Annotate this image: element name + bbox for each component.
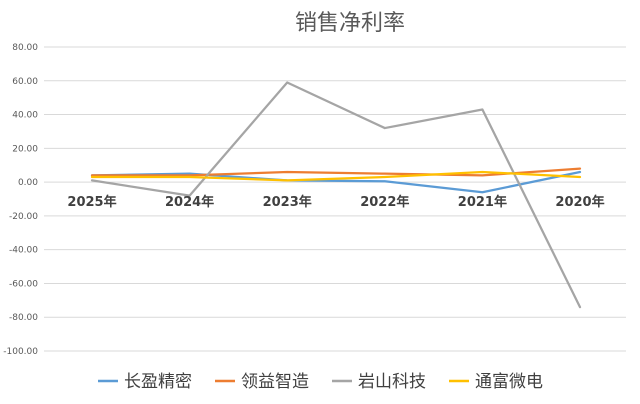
x-tick-label: 2021年 xyxy=(458,194,507,210)
legend-label: 长盈精密 xyxy=(124,372,192,392)
legend-label: 领益智造 xyxy=(241,372,309,392)
legend-item: 领益智造 xyxy=(215,372,309,392)
y-tick-label: -100.00 xyxy=(3,347,38,357)
y-tick-label: 40.00 xyxy=(12,111,38,121)
x-tick-label: 2020年 xyxy=(555,194,604,210)
y-tick-label: -20.00 xyxy=(9,212,38,222)
y-tick-label: -60.00 xyxy=(9,279,38,289)
series-lines xyxy=(90,81,582,309)
y-tick-label: -80.00 xyxy=(9,313,38,323)
legend-label: 岩山科技 xyxy=(358,372,426,392)
legend-label: 通富微电 xyxy=(475,372,543,392)
x-tick-label: 2025年 xyxy=(67,194,116,210)
legend: 长盈精密 领益智造 岩山科技 通富微电 xyxy=(98,372,543,392)
x-tick-label: 2022年 xyxy=(360,194,409,210)
y-tick-label: 60.00 xyxy=(12,77,38,87)
chart-title: 销售净利率 xyxy=(295,11,405,36)
gridlines xyxy=(44,46,626,352)
y-tick-label: 80.00 xyxy=(12,43,38,53)
y-axis-ticks: 80.00 60.00 40.00 20.00 0.00 -20.00 -40.00 -60.… xyxy=(3,43,38,357)
series-line-4 xyxy=(90,170,582,182)
x-tick-label: 2023年 xyxy=(263,194,312,210)
legend-item: 长盈精密 xyxy=(98,372,192,392)
series-line-1 xyxy=(90,170,582,194)
legend-item: 岩山科技 xyxy=(332,372,426,392)
y-tick-label: -40.00 xyxy=(9,246,38,256)
x-axis-ticks: 2025年 2024年 2023年 2022年 2021年 2020年 xyxy=(67,194,604,210)
y-tick-label: 0.00 xyxy=(18,178,38,188)
y-tick-label: 20.00 xyxy=(12,144,38,154)
series-line-3 xyxy=(90,81,582,309)
series-line-2 xyxy=(90,167,582,177)
legend-item: 通富微电 xyxy=(449,372,543,392)
x-tick-label: 2024年 xyxy=(165,194,214,210)
